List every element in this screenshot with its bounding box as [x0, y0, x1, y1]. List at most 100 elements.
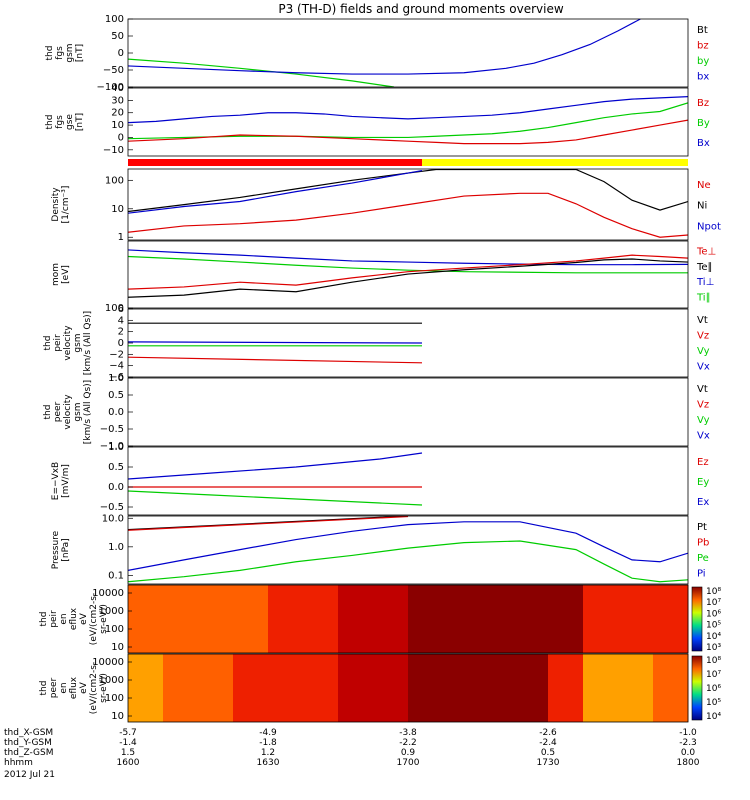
y-axis-label: eflux: [69, 607, 79, 630]
y-tick-label: −0.5: [100, 424, 124, 435]
panel-frame: [127, 87, 689, 157]
x-row-value: -1.4: [119, 738, 137, 748]
y-axis-label: gsm: [65, 43, 75, 62]
legend-entry-Bt: Bt: [697, 25, 708, 36]
x-row-value: 1630: [257, 758, 280, 768]
x-row-value: 1.5: [121, 748, 135, 758]
panel-fgs-gsm: 100 50 0 −50 −100 thd fgs gsm [nT] Bt bz by bx: [45, 14, 709, 93]
legend-entry-Npot: Npot: [697, 222, 721, 233]
y-tick-label: 100: [105, 14, 124, 25]
x-row-label: thd_Y-GSM: [4, 738, 52, 748]
y-axis-label: [nPa]: [61, 538, 71, 561]
x-row-value: -2.6: [539, 728, 557, 738]
spectrogram-cell: [268, 585, 304, 653]
y-axis-label: fgs: [55, 46, 65, 60]
y-tick-label: 100: [105, 693, 124, 704]
spectrogram-cell: [513, 585, 549, 653]
series-Ni: [128, 169, 688, 213]
series-Ey: [128, 490, 423, 506]
y-axis-label: en: [59, 613, 69, 624]
spectrogram-cell: [583, 585, 619, 653]
y-axis-label: peir: [49, 610, 59, 628]
colorbar-label: 10⁶: [706, 609, 721, 619]
colorbar-label: 10³: [706, 643, 721, 653]
x-row-value: 1600: [117, 758, 140, 768]
legend-entry-by: by: [697, 56, 709, 67]
x-row-value: -1.0: [679, 728, 697, 738]
y-tick-label: 100: [105, 303, 124, 314]
spectrogram-cell: [373, 654, 409, 722]
spectrogram-cell: [618, 654, 654, 722]
y-axis-label: thd: [39, 612, 49, 627]
colorbar-label: 10⁸: [706, 656, 721, 666]
y-axis-label: fgs: [55, 115, 65, 129]
series-by: [128, 58, 395, 87]
legend-entry-Vz: Vz: [697, 330, 709, 341]
legend-entry-Ni: Ni: [697, 201, 707, 212]
y-axis-label: peer: [53, 401, 63, 422]
colorbar-label: 10⁶: [706, 684, 721, 694]
spectrogram-cell: [338, 654, 374, 722]
y-axis-label: eV: [79, 612, 89, 625]
x-row-label: hhmm: [4, 758, 33, 768]
panel-frame: [127, 446, 689, 516]
spectrogram-cell: [373, 585, 409, 653]
colorbar-label: 10⁵: [706, 621, 721, 631]
legend-entry-By: By: [697, 118, 710, 129]
y-axis-label: gsm: [73, 402, 83, 421]
spectrogram-cell: [408, 585, 444, 653]
panel-frame: [127, 584, 689, 654]
panel-frame: [127, 168, 689, 241]
y-axis-label: mom: [51, 263, 61, 286]
spectrogram-cell: [163, 654, 199, 722]
spectrogram-cell: [653, 654, 689, 722]
colorbar: [691, 586, 703, 652]
spectrogram-cell: [583, 654, 619, 722]
colorbar-label: 10⁸: [706, 587, 721, 597]
colorbar-label: 10⁴: [706, 632, 721, 642]
y-tick-label: −0.5: [100, 502, 124, 513]
series-Ex: [128, 452, 423, 480]
spectrogram-cell: [303, 654, 339, 722]
legend-entry-Ti∥: Ti∥: [696, 292, 711, 303]
y-axis-label: [km/s (All Qs)]: [83, 380, 93, 444]
legend-entry-Pe: Pe: [697, 553, 709, 564]
y-tick-label: 10: [111, 711, 124, 722]
y-tick-label: −4: [109, 361, 124, 372]
colorbar-label: 10⁵: [706, 698, 721, 708]
y-tick-label: −1.0: [100, 441, 124, 452]
y-tick-label: −2: [109, 349, 124, 360]
legend-entry-Ey: Ey: [697, 477, 709, 488]
spectrogram-cell: [548, 585, 584, 653]
spectrogram-cell: [408, 654, 444, 722]
spectrogram-cell: [198, 654, 234, 722]
y-axis-label: velocity: [63, 394, 73, 430]
x-row-value: -2.4: [539, 738, 557, 748]
y-axis-label: eV: [79, 681, 89, 694]
panel-frame: [127, 377, 689, 447]
series-Te⊥: [128, 254, 688, 290]
spectrogram-cell: [443, 654, 479, 722]
colorbar: [691, 655, 703, 721]
legend-entry-Ez: Ez: [697, 457, 709, 468]
series-By: [128, 102, 688, 140]
y-axis-label: thd: [45, 46, 55, 61]
y-axis-label: peer: [49, 677, 59, 698]
panel-frame: [127, 653, 689, 723]
y-tick-label: 10000: [92, 657, 124, 668]
colorbar-label: 10⁴: [706, 712, 721, 722]
series-Pe: [128, 540, 688, 583]
spectrogram-cell: [513, 654, 549, 722]
y-axis-label: Pressure: [51, 530, 61, 569]
legend-entry-Bx: Bx: [697, 138, 710, 149]
y-axis-label: gse: [65, 114, 75, 130]
panel-pressure: 10.0 1.0 0.1 Pressure [nPa] Pt Pb Pe Pi: [51, 513, 709, 585]
y-tick-label: 20: [111, 108, 124, 119]
y-tick-label: 10: [111, 120, 124, 131]
y-tick-label: −50: [103, 65, 124, 76]
y-tick-label: 0.5: [108, 462, 124, 473]
